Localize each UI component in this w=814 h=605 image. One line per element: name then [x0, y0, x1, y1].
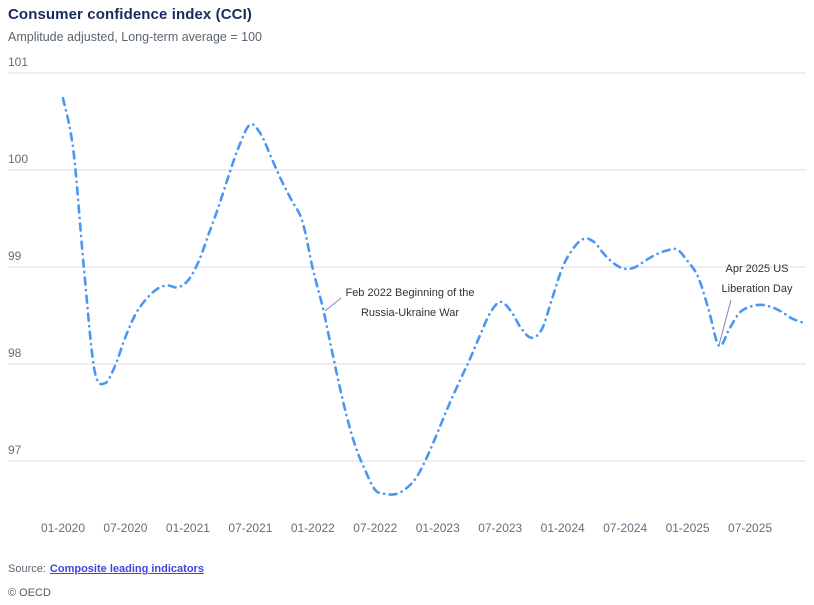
copyright-text: © OECD — [8, 587, 51, 599]
x-axis-label: 01-2020 — [41, 521, 85, 535]
x-axis-label: 07-2022 — [353, 521, 397, 535]
x-axis-label: 07-2025 — [728, 521, 772, 535]
x-axis-label: 01-2025 — [666, 521, 710, 535]
x-axis-label: 01-2022 — [291, 521, 335, 535]
source-link[interactable]: Composite leading indicators — [49, 563, 204, 575]
chart-title: Consumer confidence index (CCI) — [8, 6, 252, 23]
cci-line — [61, 96, 804, 496]
annotation-text: Apr 2025 US — [726, 263, 789, 275]
x-axis-label: 01-2021 — [166, 521, 210, 535]
x-axis-label: 07-2021 — [228, 521, 272, 535]
source-line: Source: Composite leading indicators — [8, 563, 204, 575]
chart-subtitle: Amplitude adjusted, Long-term average = … — [8, 30, 262, 44]
annotation-text: Feb 2022 Beginning of the — [345, 287, 474, 299]
annotation-leader-line — [718, 299, 732, 346]
x-axis-label: 01-2023 — [416, 521, 460, 535]
y-axis-label: 98 — [8, 346, 22, 360]
y-axis-label: 97 — [8, 443, 22, 457]
annotation-text: Liberation Day — [722, 283, 793, 295]
annotation-text: Russia-Ukraine War — [361, 307, 459, 319]
source-label: Source: — [8, 563, 46, 575]
y-axis-label: 100 — [8, 152, 28, 166]
annotation-leader-line — [324, 297, 342, 312]
x-axis-label: 07-2020 — [103, 521, 147, 535]
x-axis-label: 01-2024 — [541, 521, 585, 535]
y-axis-label: 99 — [8, 249, 22, 263]
x-axis-label: 07-2024 — [603, 521, 647, 535]
y-axis-label: 101 — [8, 55, 28, 69]
x-axis-label: 07-2023 — [478, 521, 522, 535]
